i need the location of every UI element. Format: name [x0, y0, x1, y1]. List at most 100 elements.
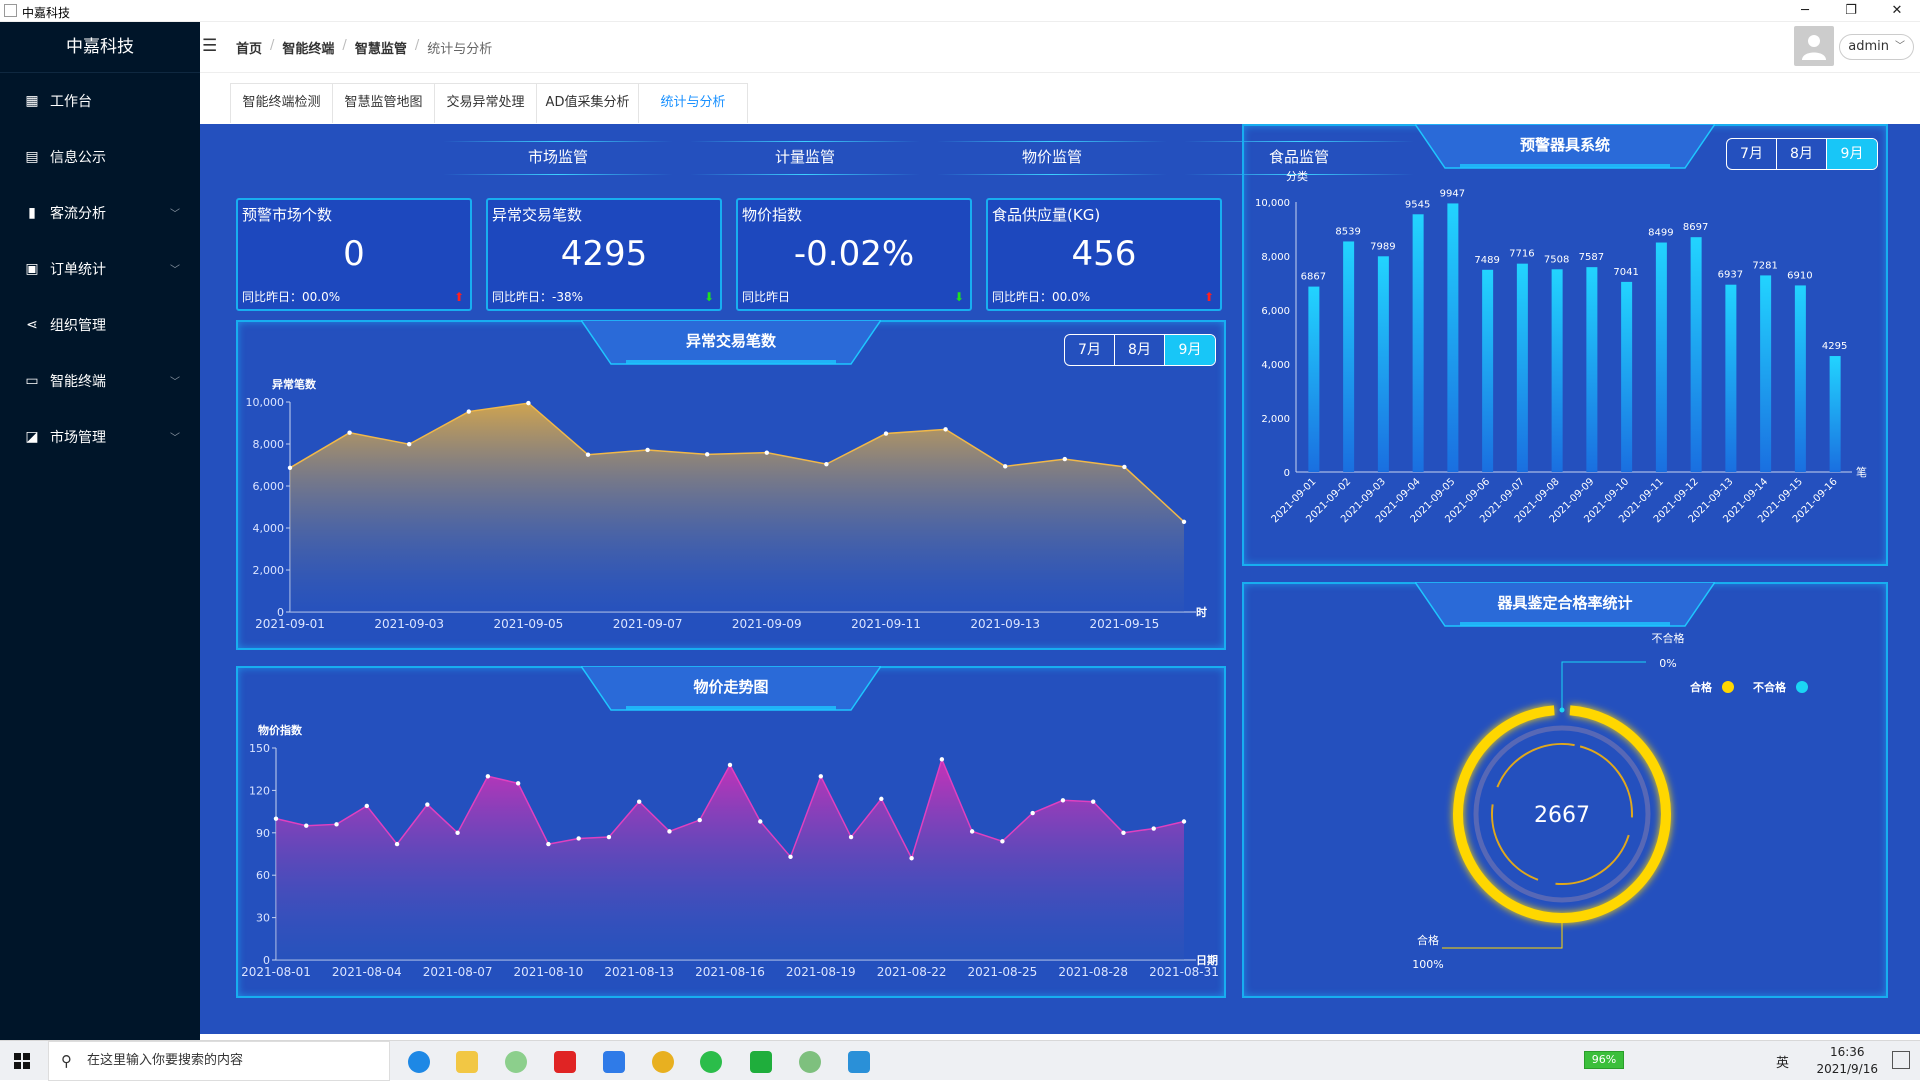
breadcrumb-item[interactable]: 首页	[236, 42, 263, 57]
bar-value-label: 7041	[1613, 267, 1638, 278]
y-tick-label: 60	[256, 869, 270, 882]
kpi-title: 食品供应量(KG)	[992, 206, 1101, 224]
bar-value-label: 4295	[1822, 341, 1847, 352]
data-point	[1151, 826, 1156, 831]
x-tick-label: 2021-09-11	[851, 617, 921, 631]
user-dropdown[interactable]: admin ﹀	[1839, 34, 1914, 60]
y-tick-label: 10,000	[1255, 198, 1290, 209]
data-point	[883, 431, 889, 436]
sidebar-item[interactable]: ▮ 客流分析 ﹀	[0, 185, 200, 241]
file-explorer-icon[interactable]	[456, 1051, 478, 1073]
x-tick-label: 2021-08-07	[423, 965, 493, 979]
section-header-food: 食品监管	[1184, 141, 1414, 175]
month-button-sep[interactable]: 9月	[1827, 139, 1877, 169]
breadcrumb-item[interactable]: 智慧监管	[354, 42, 407, 57]
sidebar-item[interactable]: ▭ 智能终端 ﹀	[0, 353, 200, 409]
tab-terminal-detect[interactable]: 智能终端检测	[230, 83, 333, 123]
warning-instruments-chart: 分类02,0004,0006,0008,00010,00068672021-09…	[1255, 169, 1867, 525]
x-tick-label: 2021-08-10	[514, 965, 584, 979]
app-icon[interactable]	[603, 1051, 625, 1073]
app-icon[interactable]	[505, 1051, 527, 1073]
section-header-price: 物价监管	[937, 141, 1167, 175]
month-button-sep[interactable]: 9月	[1165, 335, 1215, 365]
data-point	[697, 817, 702, 823]
ime-indicator[interactable]: 英	[1776, 1056, 1790, 1071]
taskbar-search-input[interactable]: ⚲ 在这里输入你要搜索的内容	[48, 1041, 390, 1081]
brand-title: 中嘉科技	[0, 22, 200, 73]
window-titlebar: 中嘉科技 ─ ❐ ✕	[0, 0, 1920, 22]
data-point	[585, 452, 591, 457]
app-icon[interactable]	[554, 1051, 576, 1073]
data-point	[879, 796, 884, 802]
bar-value-label: 9545	[1405, 199, 1430, 210]
sidebar-item[interactable]: ▣ 订单统计 ﹀	[0, 241, 200, 297]
bar	[1760, 275, 1772, 472]
notification-icon[interactable]	[1892, 1051, 1910, 1069]
breadcrumb-item[interactable]: 智能终端	[282, 42, 335, 57]
tab-transaction-exception[interactable]: 交易异常处理	[434, 83, 537, 123]
tab-statistics[interactable]: 统计与分析	[638, 83, 748, 123]
y-tick-label: 10,000	[246, 396, 285, 409]
minimize-button[interactable]: ─	[1801, 3, 1809, 18]
sidebar-item[interactable]: ⋖ 组织管理	[0, 297, 200, 353]
hbuilder-icon[interactable]	[750, 1051, 772, 1073]
x-tick-label: 2021-08-13	[604, 965, 674, 979]
breadcrumb-current: 统计与分析	[427, 42, 493, 57]
kpi-card-abnormal-transactions: 异常交易笔数 4295 同比昨日：-38% ⬇	[486, 198, 722, 311]
bar-value-label: 7989	[1370, 241, 1395, 252]
sidebar-item[interactable]: ▦ 工作台	[0, 73, 200, 129]
y-tick-label: 30	[256, 912, 270, 925]
y-axis-label: 分类	[1286, 169, 1308, 183]
month-button-aug[interactable]: 8月	[1115, 335, 1165, 365]
window-title: 中嘉科技	[22, 6, 71, 20]
sidebar-item-label: 客流分析	[50, 206, 106, 222]
tab-supervision-map[interactable]: 智慧监管地图	[332, 83, 435, 123]
x-tick-label: 2021-09-05	[494, 617, 564, 631]
data-point	[1122, 464, 1127, 470]
bar	[1377, 256, 1389, 472]
y-tick-label: 120	[249, 784, 270, 797]
data-point	[485, 774, 491, 779]
y-tick-label: 150	[249, 742, 270, 755]
taskbar-clock[interactable]: 16:36 2021/9/16	[1816, 1044, 1878, 1078]
data-point	[364, 803, 369, 809]
sidebar-item[interactable]: ◪ 市场管理 ﹀	[0, 409, 200, 465]
y-tick-label: 4,000	[253, 522, 285, 535]
panel-warning-instruments: 预警器具系统 7月 8月 9月 分类 0 2,000 4,000 6,000 8,000 1…	[1242, 123, 1888, 566]
month-button-jul[interactable]: 7月	[1065, 335, 1115, 365]
breadcrumb-separator: /	[342, 38, 347, 53]
dashboard-icon: ▦	[25, 93, 39, 109]
wechat-icon[interactable]	[700, 1051, 722, 1073]
center-value: 2667	[1534, 803, 1590, 828]
windows-start-icon[interactable]	[14, 1053, 30, 1069]
y-tick-label: 4,000	[1261, 360, 1290, 371]
app-icon[interactable]	[799, 1051, 821, 1073]
bar	[1794, 285, 1806, 472]
kpi-footer: 同比昨日：00.0%	[992, 290, 1091, 304]
slice-percent: 100%	[1412, 958, 1443, 971]
chrome-icon[interactable]	[652, 1051, 674, 1073]
breadcrumb: 首页 / 智能终端 / 智慧监管 / 统计与分析	[236, 38, 500, 57]
avatar[interactable]	[1794, 26, 1834, 66]
pass-rate-chart: 2667 不合格 0% 合格 100% 合格 不合格	[1412, 631, 1808, 971]
bar	[1343, 241, 1355, 472]
data-point	[1030, 810, 1035, 816]
y-axis-label: 物价指数	[258, 723, 303, 737]
data-point	[1060, 798, 1066, 803]
data-point	[645, 447, 650, 453]
legend-label: 不合格	[1753, 680, 1787, 694]
kpi-card-price-index: 物价指数 -0.02% 同比昨日 ⬇	[736, 198, 972, 311]
app-icon[interactable]	[848, 1051, 870, 1073]
sidebar-item[interactable]: ▤ 信息公示	[0, 129, 200, 185]
menu-toggle-icon[interactable]: ☰	[202, 36, 218, 56]
maximize-button[interactable]: ❐	[1845, 3, 1857, 18]
battery-indicator[interactable]: 96%	[1584, 1051, 1624, 1069]
tab-ad-analysis[interactable]: AD值采集分析	[536, 83, 639, 123]
month-button-aug[interactable]: 8月	[1777, 139, 1827, 169]
taskbar: ⚲ 在这里输入你要搜索的内容 96% 英 16:36 2021/9/16	[0, 1040, 1920, 1081]
month-button-jul[interactable]: 7月	[1727, 139, 1777, 169]
edge-browser-icon[interactable]	[408, 1051, 430, 1073]
sidebar-item-label: 组织管理	[50, 318, 106, 334]
y-tick-label: 0	[277, 606, 284, 619]
close-button[interactable]: ✕	[1891, 3, 1903, 18]
